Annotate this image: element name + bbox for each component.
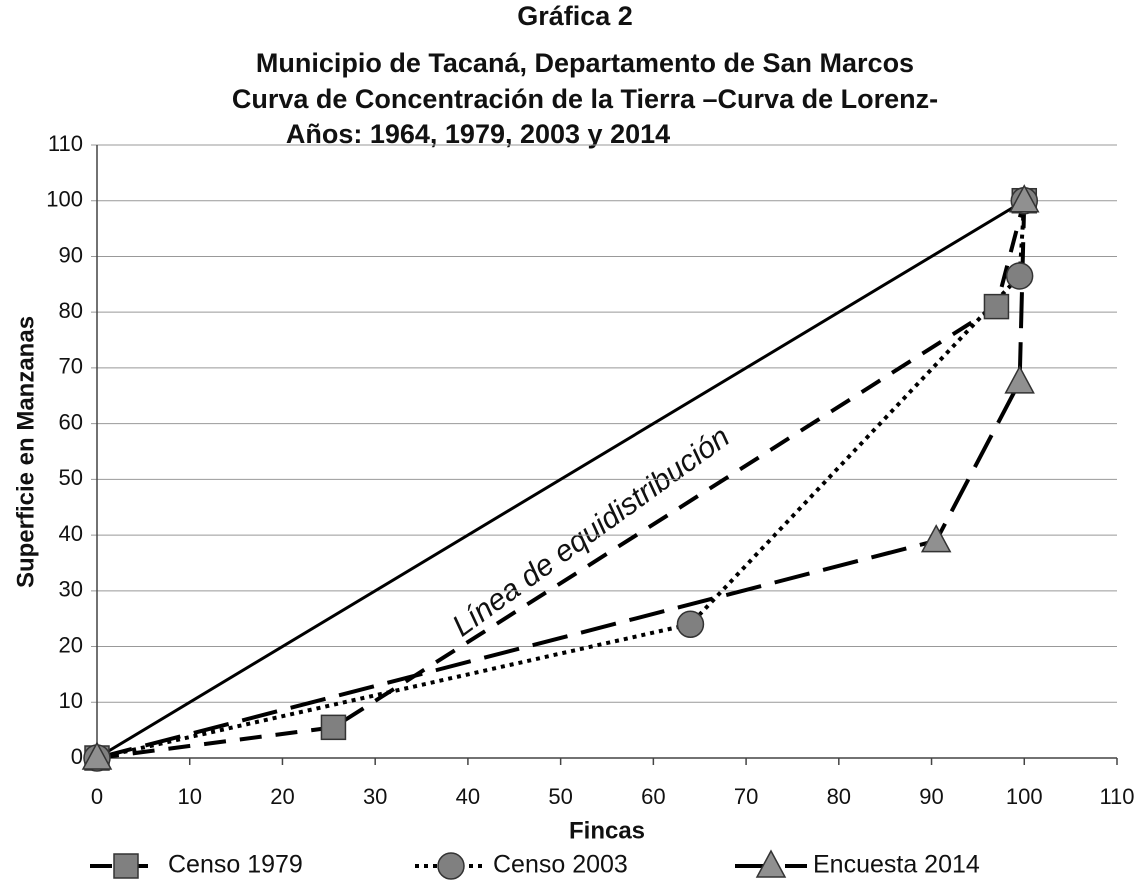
data-point: [1005, 262, 1034, 290]
data-point: [320, 714, 347, 741]
y-tick-label: 60: [59, 409, 83, 434]
x-tick-label: 10: [177, 784, 201, 809]
series-line: [96, 200, 1027, 760]
y-tick-label: 30: [59, 577, 83, 602]
y-tick-label: 80: [59, 298, 83, 323]
series-line: [96, 200, 1027, 760]
x-tick-label: 60: [641, 784, 665, 809]
legend-marker: [113, 853, 139, 879]
chart-title: Gráfica 2: [517, 1, 633, 31]
legend-marker: [437, 852, 465, 880]
legend-marker: [755, 849, 787, 878]
data-point: [1004, 365, 1035, 394]
y-tick-label: 110: [48, 131, 83, 156]
y-tick-label: 20: [59, 632, 83, 657]
y-tick-label: 90: [59, 242, 83, 267]
data-point: [81, 741, 113, 770]
legend-label: Censo 1979: [168, 851, 303, 879]
x-tick-label: 110: [1099, 784, 1134, 809]
series-line: [96, 200, 1027, 760]
x-tick-label: 90: [919, 784, 943, 809]
chart-title: Años: 1964, 1979, 2003 y 2014: [286, 119, 670, 149]
chart-title: Municipio de Tacaná, Departamento de San…: [256, 48, 914, 78]
x-tick-label: 0: [91, 784, 103, 809]
x-tick-label: 40: [456, 784, 480, 809]
series-line: [96, 199, 1026, 760]
legend-label: Encuesta 2014: [813, 851, 980, 879]
data-point: [983, 293, 1010, 320]
y-tick-label: 50: [59, 465, 83, 490]
annotation: Línea de equidistribución: [446, 420, 735, 643]
data-point: [920, 524, 952, 553]
x-tick-label: 20: [270, 784, 294, 809]
x-axis-label: Fincas: [569, 817, 645, 844]
y-tick-label: 70: [59, 354, 83, 379]
y-tick-label: 100: [46, 187, 83, 212]
data-point: [676, 610, 705, 639]
y-tick-label: 0: [71, 744, 83, 769]
x-tick-label: 50: [548, 784, 572, 809]
x-tick-label: 70: [734, 784, 758, 809]
x-tick-label: 30: [363, 784, 387, 809]
y-tick-label: 40: [59, 521, 83, 546]
chart-title: Curva de Concentración de la Tierra –Cur…: [232, 84, 938, 114]
legend-label: Censo 2003: [493, 851, 628, 879]
x-tick-label: 80: [827, 784, 851, 809]
y-axis-label: Superficie en Manzanas: [12, 316, 39, 588]
x-tick-label: 100: [1006, 784, 1043, 809]
data-point: [1009, 184, 1040, 213]
y-tick-label: 10: [59, 688, 83, 713]
